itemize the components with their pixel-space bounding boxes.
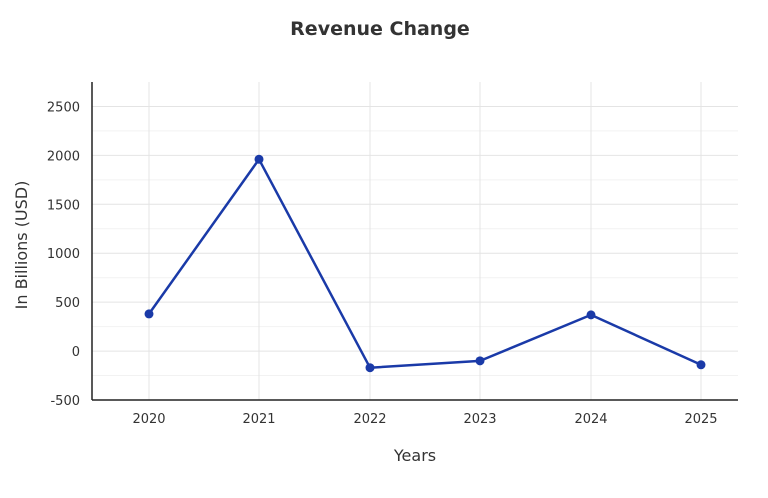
y-tick-label: 2000 (47, 149, 80, 164)
series-line (147, 158, 702, 369)
y-tick-label: 1000 (47, 247, 80, 262)
x-tick-label: 2021 (242, 412, 275, 427)
x-axis-label: Years (393, 446, 436, 465)
data-point (586, 310, 596, 320)
y-tick-label: 1500 (47, 198, 80, 213)
data-point (144, 309, 154, 319)
y-tick-label: -500 (50, 394, 80, 409)
data-point (365, 363, 375, 373)
x-tick-label: 2022 (353, 412, 386, 427)
data-point (696, 360, 706, 370)
y-ticks: -500 0 500 1000 1500 2000 2500 (47, 100, 80, 409)
chart-title: Revenue Change (290, 18, 470, 40)
axes (91, 82, 738, 401)
x-tick-label: 2024 (574, 412, 607, 427)
data-point (475, 356, 485, 366)
y-tick-label: 500 (55, 296, 80, 311)
x-tick-label: 2023 (463, 412, 496, 427)
series (144, 154, 706, 373)
y-axis-label: In Billions (USD) (12, 181, 31, 310)
x-tick-label: 2025 (684, 412, 717, 427)
y-tick-label: 2500 (47, 100, 80, 115)
data-point (254, 154, 264, 164)
x-ticks: 2020 2021 2022 2023 2024 2025 (132, 412, 717, 427)
grid (92, 82, 738, 400)
y-tick-label: 0 (72, 345, 80, 360)
x-tick-label: 2020 (132, 412, 165, 427)
